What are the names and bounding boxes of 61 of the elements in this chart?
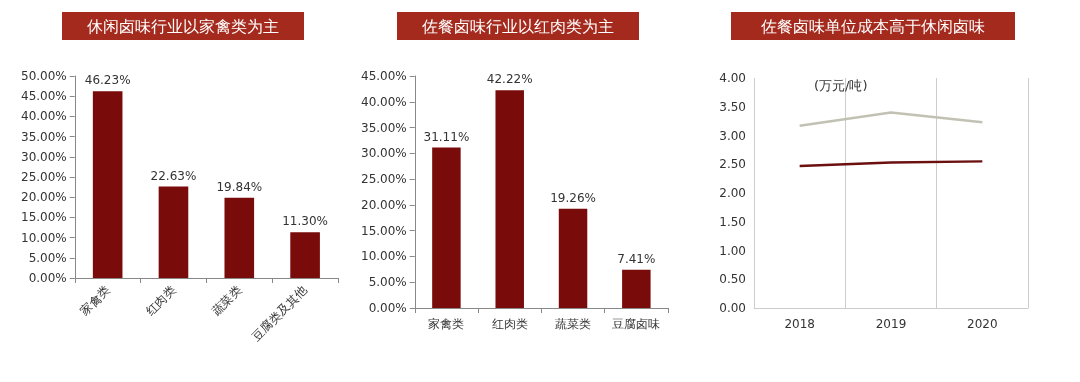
- data-label: 7.41%: [617, 251, 656, 266]
- y-tick-label: 25.00%: [360, 172, 407, 187]
- y-tick-label: 40.00%: [20, 109, 67, 124]
- x-tick-label: 家禽类: [428, 317, 465, 331]
- y-tick-label: 2.00: [719, 186, 746, 200]
- bar: [558, 208, 588, 308]
- x-tick-label: 蔬菜类: [555, 317, 592, 331]
- y-tick-label: 15.00%: [360, 223, 407, 238]
- x-tick-label: 2020: [967, 317, 998, 331]
- y-tick-label: 45.00%: [360, 69, 407, 83]
- y-tick-label: 5.00%: [28, 250, 67, 265]
- y-tick-label: 45.00%: [20, 89, 67, 104]
- x-tick-label: 2019: [875, 317, 907, 331]
- x-tick-label: 家禽类: [77, 283, 113, 319]
- y-tick-label: 0.00: [719, 301, 746, 315]
- x-tick-label: 2018: [784, 317, 815, 331]
- y-tick-label: 10.00%: [20, 230, 67, 245]
- y-tick-label: 5.00%: [368, 275, 407, 290]
- bar: [158, 186, 189, 278]
- y-tick-label: 20.00%: [360, 197, 407, 212]
- chart-title: 休闲卤味行业以家禽类为主: [87, 16, 279, 36]
- bar: [495, 90, 524, 308]
- bar: [622, 269, 651, 308]
- data-label: 11.30%: [282, 214, 328, 229]
- x-tick-label: 豆腐类及其他: [249, 283, 311, 344]
- data-label: 19.26%: [550, 190, 596, 205]
- y-tick-label: 3.50: [719, 99, 746, 114]
- x-tick-label: 豆腐卤味: [612, 317, 661, 331]
- chart-title: 佐餐卤味单位成本高于休闲卤味: [761, 16, 985, 36]
- x-tick-label: 红肉类: [143, 283, 179, 319]
- data-label: 46.23%: [84, 73, 131, 88]
- data-label: 31.11%: [423, 129, 470, 144]
- y-tick-label: 35.00%: [20, 129, 67, 144]
- y-tick-label: 0.00%: [368, 301, 407, 315]
- y-axis-title: (万元/吨): [814, 78, 868, 93]
- y-tick-label: 20.00%: [20, 190, 67, 205]
- y-tick-label: 4.00: [719, 71, 746, 85]
- bar: [92, 91, 123, 278]
- y-tick-label: 50.00%: [20, 69, 67, 83]
- y-tick-label: 10.00%: [360, 249, 407, 264]
- y-tick-label: 40.00%: [360, 94, 407, 109]
- y-tick-label: 3.00: [719, 128, 746, 143]
- y-tick-label: 30.00%: [20, 149, 67, 164]
- x-tick-label: 红肉类: [491, 317, 528, 331]
- y-tick-label: 25.00%: [20, 170, 67, 184]
- bar: [224, 197, 255, 278]
- data-label: 22.63%: [150, 168, 197, 183]
- x-tick-label: 蔬菜类: [208, 283, 245, 319]
- data-label: 19.84%: [216, 179, 263, 194]
- data-label: 42.22%: [486, 72, 533, 87]
- y-tick-label: 1.00: [719, 243, 746, 258]
- y-tick-label: 1.50: [719, 214, 746, 229]
- y-tick-label: 0.00%: [28, 271, 67, 285]
- y-tick-label: 0.50: [719, 272, 746, 287]
- bar: [432, 147, 461, 308]
- y-tick-label: 2.50: [719, 157, 746, 172]
- y-tick-label: 35.00%: [360, 120, 407, 135]
- y-tick-label: 15.00%: [20, 210, 67, 225]
- y-tick-label: 30.00%: [360, 146, 407, 161]
- chart-title: 佐餐卤味行业以红肉类为主: [422, 16, 614, 36]
- bar: [290, 232, 320, 278]
